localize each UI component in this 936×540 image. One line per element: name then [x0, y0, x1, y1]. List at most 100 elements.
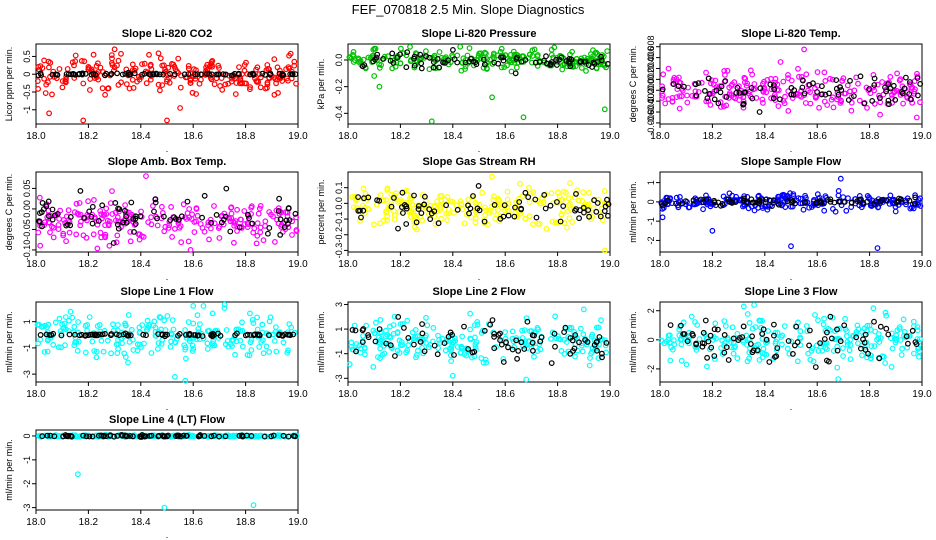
- data-point: [415, 347, 421, 354]
- data-point: [481, 61, 488, 68]
- data-point: [847, 336, 853, 343]
- data-point: [141, 60, 148, 67]
- x-tick-label: 19.0: [912, 389, 932, 400]
- data-point: [124, 433, 131, 440]
- data-point: [504, 188, 511, 195]
- data-point: [824, 329, 830, 336]
- data-point: [875, 335, 882, 341]
- data-point: [665, 336, 672, 343]
- data-point: [352, 327, 359, 334]
- data-point: [407, 43, 413, 50]
- data-point: [882, 360, 888, 366]
- data-point: [713, 87, 720, 94]
- data-point: [361, 62, 368, 68]
- data-point: [404, 49, 411, 56]
- data-point: [281, 224, 288, 231]
- data-point: [374, 51, 381, 58]
- data-point: [797, 335, 804, 342]
- data-point: [232, 351, 238, 358]
- data-point: [498, 64, 505, 71]
- panel-8: Slope Line 2 Flow 18.0 18.2 18.4 18.6 18.8 19.…: [316, 286, 620, 412]
- data-point: [723, 102, 730, 109]
- x-tick-label: 18.2: [391, 259, 411, 270]
- data-point: [784, 198, 791, 205]
- y-axis-label: ml/min per min.: [4, 439, 14, 501]
- data-point: [129, 433, 136, 440]
- y-axis-label: ml/min per min.: [316, 311, 326, 373]
- data-point: [526, 213, 533, 220]
- data-point: [185, 319, 192, 326]
- data-point: [451, 56, 458, 63]
- data-point: [74, 347, 81, 354]
- data-point: [603, 340, 610, 346]
- data-point: [125, 312, 132, 318]
- data-point: [861, 339, 868, 346]
- data-point: [451, 352, 457, 358]
- data-point: [131, 228, 137, 235]
- data-point: [567, 180, 573, 187]
- data-point: [249, 317, 256, 323]
- y-axis-label: degrees C per min.: [4, 174, 14, 251]
- data-point: [434, 351, 441, 358]
- data-point: [223, 327, 230, 333]
- data-point: [427, 216, 434, 223]
- data-point: [403, 203, 410, 210]
- data-point: [222, 433, 229, 440]
- x-tick-label: 18.0: [650, 131, 670, 142]
- data-point: [734, 84, 741, 91]
- x-tick-label: 18.8: [236, 259, 256, 270]
- data-point: [821, 200, 827, 207]
- data-point: [531, 332, 537, 339]
- data-point: [68, 433, 75, 440]
- x-tick-label: 18.2: [703, 259, 723, 270]
- data-points: [349, 173, 612, 254]
- data-point: [821, 207, 828, 214]
- data-point: [591, 342, 598, 348]
- data-point: [233, 80, 240, 86]
- data-point: [394, 347, 401, 354]
- data-point: [164, 433, 170, 440]
- y-tick-label: -0.05: [22, 219, 32, 240]
- data-point: [411, 62, 418, 69]
- data-point: [752, 324, 759, 331]
- data-point: [801, 46, 807, 53]
- data-point: [62, 342, 68, 349]
- data-point: [899, 345, 905, 352]
- data-point: [487, 321, 494, 328]
- data-point: [601, 247, 608, 254]
- data-point: [152, 199, 159, 206]
- data-point: [237, 216, 244, 223]
- data-point: [428, 118, 435, 125]
- y-tick-label: -3: [22, 370, 32, 378]
- data-point: [236, 64, 242, 70]
- data-point: [254, 331, 261, 338]
- data-point: [662, 100, 669, 107]
- x-tick-label: 18.0: [338, 259, 358, 270]
- x-tick-label: 18.0: [650, 259, 670, 270]
- data-point: [660, 202, 666, 209]
- data-point: [869, 97, 876, 104]
- data-point: [80, 432, 86, 439]
- data-point: [756, 109, 763, 115]
- data-point: [862, 346, 869, 353]
- data-point: [796, 73, 802, 80]
- data-point: [415, 203, 422, 209]
- data-point: [736, 97, 743, 103]
- panel-title: Slope Line 1 Flow: [121, 286, 214, 298]
- data-point: [693, 92, 700, 99]
- data-point: [728, 83, 735, 89]
- y-tick-label: -0.2: [334, 227, 344, 243]
- data-point: [359, 327, 366, 334]
- data-point: [788, 338, 795, 345]
- data-point: [558, 211, 565, 218]
- x-tick-label: 18.8: [548, 131, 568, 142]
- x-tick-label: 18.6: [183, 517, 203, 528]
- data-point: [594, 347, 600, 354]
- data-point: [835, 376, 842, 383]
- data-point: [742, 79, 748, 86]
- data-point: [208, 433, 215, 440]
- data-point: [458, 200, 465, 207]
- data-point: [897, 337, 904, 343]
- data-point: [256, 71, 263, 78]
- data-point: [909, 99, 916, 106]
